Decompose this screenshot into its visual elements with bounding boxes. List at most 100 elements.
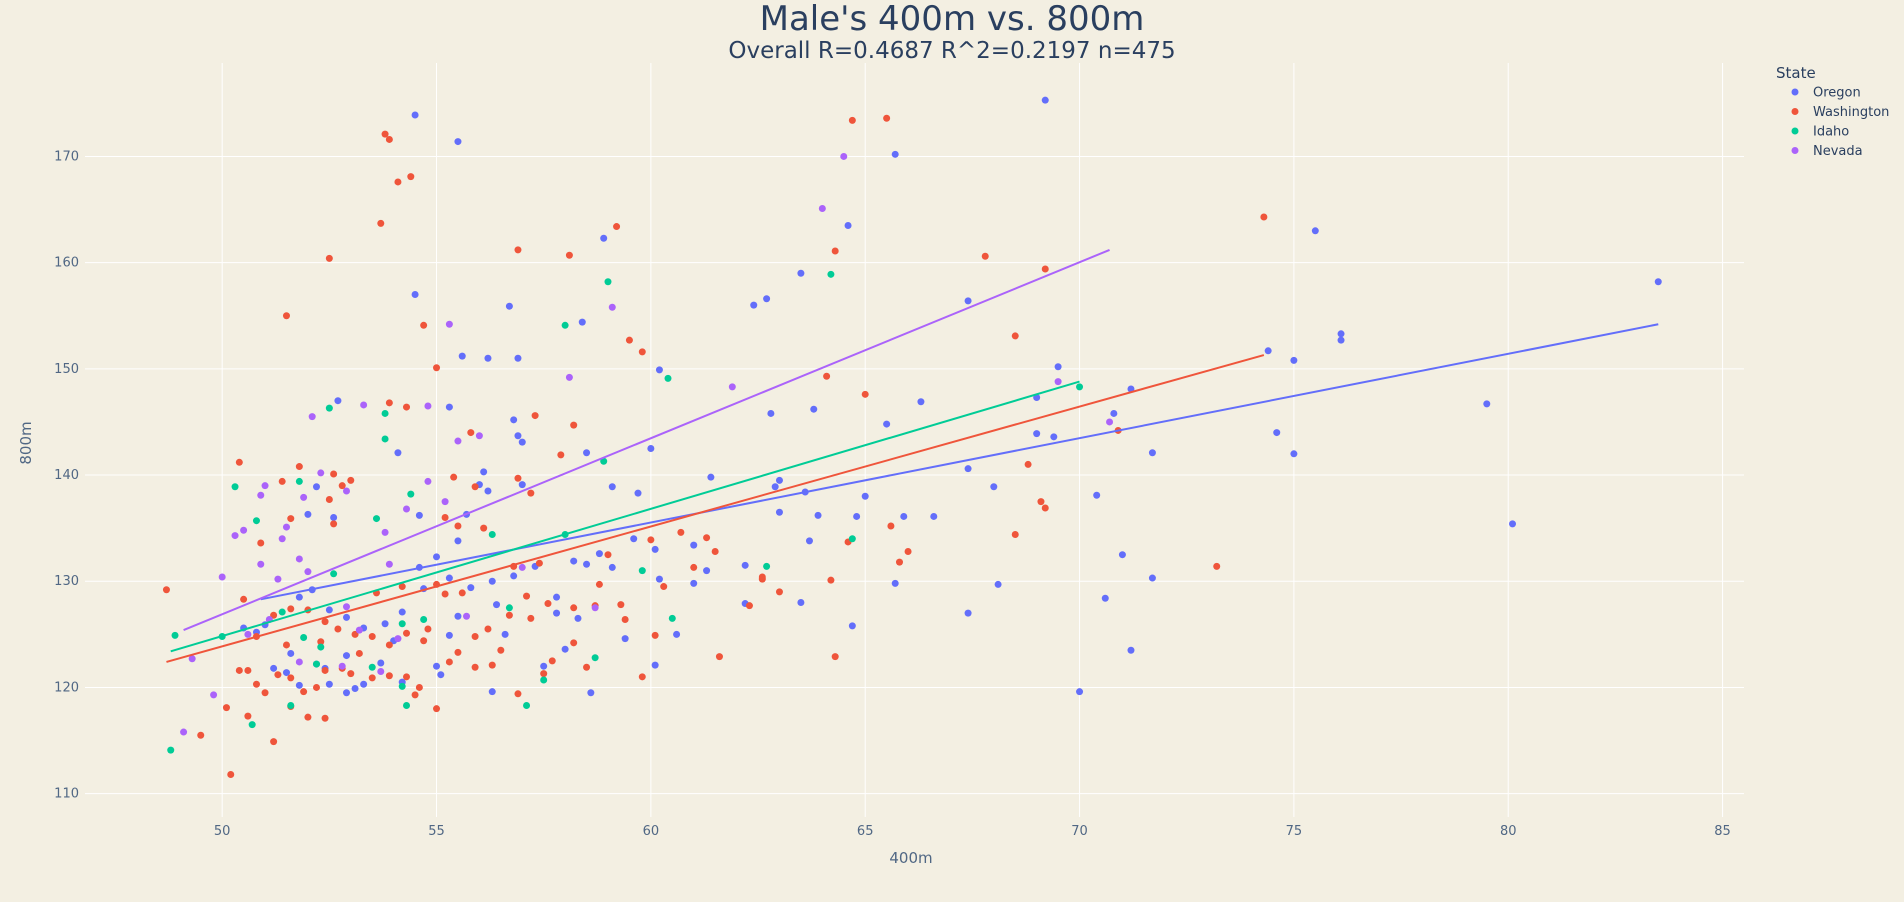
data-point-oregon: [1273, 429, 1281, 437]
data-point-oregon: [994, 580, 1002, 588]
data-point-oregon: [484, 354, 492, 362]
data-point-nevada: [424, 402, 432, 410]
legend-item-idaho[interactable]: Idaho: [1791, 125, 1850, 140]
data-point-washington: [321, 618, 329, 626]
data-point-nevada: [274, 575, 282, 583]
data-point-washington: [222, 704, 230, 712]
data-point-washington: [613, 223, 621, 231]
legend-item-washington[interactable]: Washington: [1791, 105, 1890, 120]
data-point-washington: [420, 637, 428, 645]
data-point-washington: [604, 551, 612, 559]
data-point-washington: [244, 712, 252, 720]
data-point-washington: [261, 689, 269, 697]
data-point-idaho: [252, 517, 260, 525]
data-point-washington: [287, 605, 295, 613]
legend-label: Washington: [1813, 105, 1889, 120]
data-point-washington: [535, 559, 543, 567]
data-point-oregon: [587, 689, 595, 697]
legend[interactable]: State Oregon Washington Idaho Nevada: [1776, 64, 1889, 159]
data-point-idaho: [668, 614, 676, 622]
data-point-nevada: [355, 626, 363, 634]
data-point-washington: [1041, 265, 1049, 273]
data-point-washington: [883, 114, 891, 122]
data-point-oregon: [690, 579, 698, 587]
data-point-oregon: [312, 483, 320, 491]
legend-item-oregon[interactable]: Oregon: [1791, 86, 1861, 101]
data-point-oregon: [553, 609, 561, 617]
data-point-idaho: [488, 531, 496, 539]
data-point-oregon: [540, 662, 548, 670]
data-point-oregon: [351, 685, 359, 693]
data-point-oregon: [600, 234, 608, 242]
series-washington: [162, 114, 1268, 779]
data-point-washington: [1037, 498, 1045, 506]
data-point-oregon: [411, 291, 419, 299]
data-point-nevada: [381, 528, 389, 536]
data-point-washington: [690, 563, 698, 571]
data-point-washington: [347, 670, 355, 678]
data-point-washington: [403, 403, 411, 411]
data-point-washington: [351, 630, 359, 638]
data-point-oregon: [488, 577, 496, 585]
data-point-oregon: [917, 398, 925, 406]
data-point-oregon: [304, 510, 312, 518]
data-point-washington: [488, 661, 496, 669]
data-point-oregon: [360, 680, 368, 688]
data-point-washington: [570, 639, 578, 647]
data-point-oregon: [621, 635, 629, 643]
legend-label: Oregon: [1813, 86, 1861, 101]
data-point-washington: [270, 611, 278, 619]
data-point-washington: [514, 690, 522, 698]
data-point-washington: [1213, 562, 1221, 570]
data-point-washington: [758, 573, 766, 581]
data-point-idaho: [664, 374, 672, 382]
data-point-washington: [523, 592, 531, 600]
data-point-oregon: [583, 560, 591, 568]
data-point-washington: [244, 666, 252, 674]
legend-item-nevada[interactable]: Nevada: [1791, 144, 1863, 159]
data-point-washington: [415, 683, 423, 691]
y-tick-label: 130: [54, 574, 79, 589]
data-point-nevada: [565, 373, 573, 381]
data-point-washington: [420, 321, 428, 329]
data-point-washington: [895, 558, 903, 566]
data-point-idaho: [420, 615, 428, 623]
data-point-washington: [981, 252, 989, 260]
series-nevada: [180, 152, 1114, 736]
data-point-nevada: [385, 560, 393, 568]
data-point-washington: [252, 680, 260, 688]
x-axis-label: 400m: [889, 849, 932, 867]
data-point-idaho: [373, 515, 381, 523]
data-point-nevada: [257, 491, 265, 499]
x-tick-label: 85: [1714, 824, 1731, 839]
data-point-oregon: [608, 483, 616, 491]
data-point-oregon: [445, 574, 453, 582]
data-point-nevada: [240, 526, 248, 534]
data-point-oregon: [488, 688, 496, 696]
legend-label: Nevada: [1813, 144, 1863, 159]
data-point-oregon: [282, 669, 290, 677]
legend-marker: [1791, 147, 1799, 154]
legend-marker: [1791, 88, 1799, 96]
data-point-oregon: [797, 269, 805, 277]
y-tick-label: 150: [54, 362, 79, 377]
data-point-nevada: [180, 728, 188, 736]
data-point-oregon: [1110, 409, 1118, 417]
data-point-idaho: [561, 321, 569, 329]
data-point-oregon: [514, 354, 522, 362]
data-point-washington: [745, 602, 753, 610]
data-point-washington: [1024, 460, 1032, 468]
data-point-oregon: [630, 535, 638, 543]
data-point-oregon: [505, 302, 513, 310]
data-point-nevada: [728, 383, 736, 391]
data-point-idaho: [381, 409, 389, 417]
data-point-oregon: [342, 652, 350, 660]
data-point-washington: [274, 671, 282, 679]
data-point-washington: [287, 515, 295, 523]
data-point-oregon: [510, 572, 518, 580]
data-point-nevada: [608, 303, 616, 311]
data-point-washington: [471, 632, 479, 640]
trendline-idaho: [170, 380, 1080, 653]
chart-title: Male's 400m vs. 800m: [760, 0, 1145, 39]
